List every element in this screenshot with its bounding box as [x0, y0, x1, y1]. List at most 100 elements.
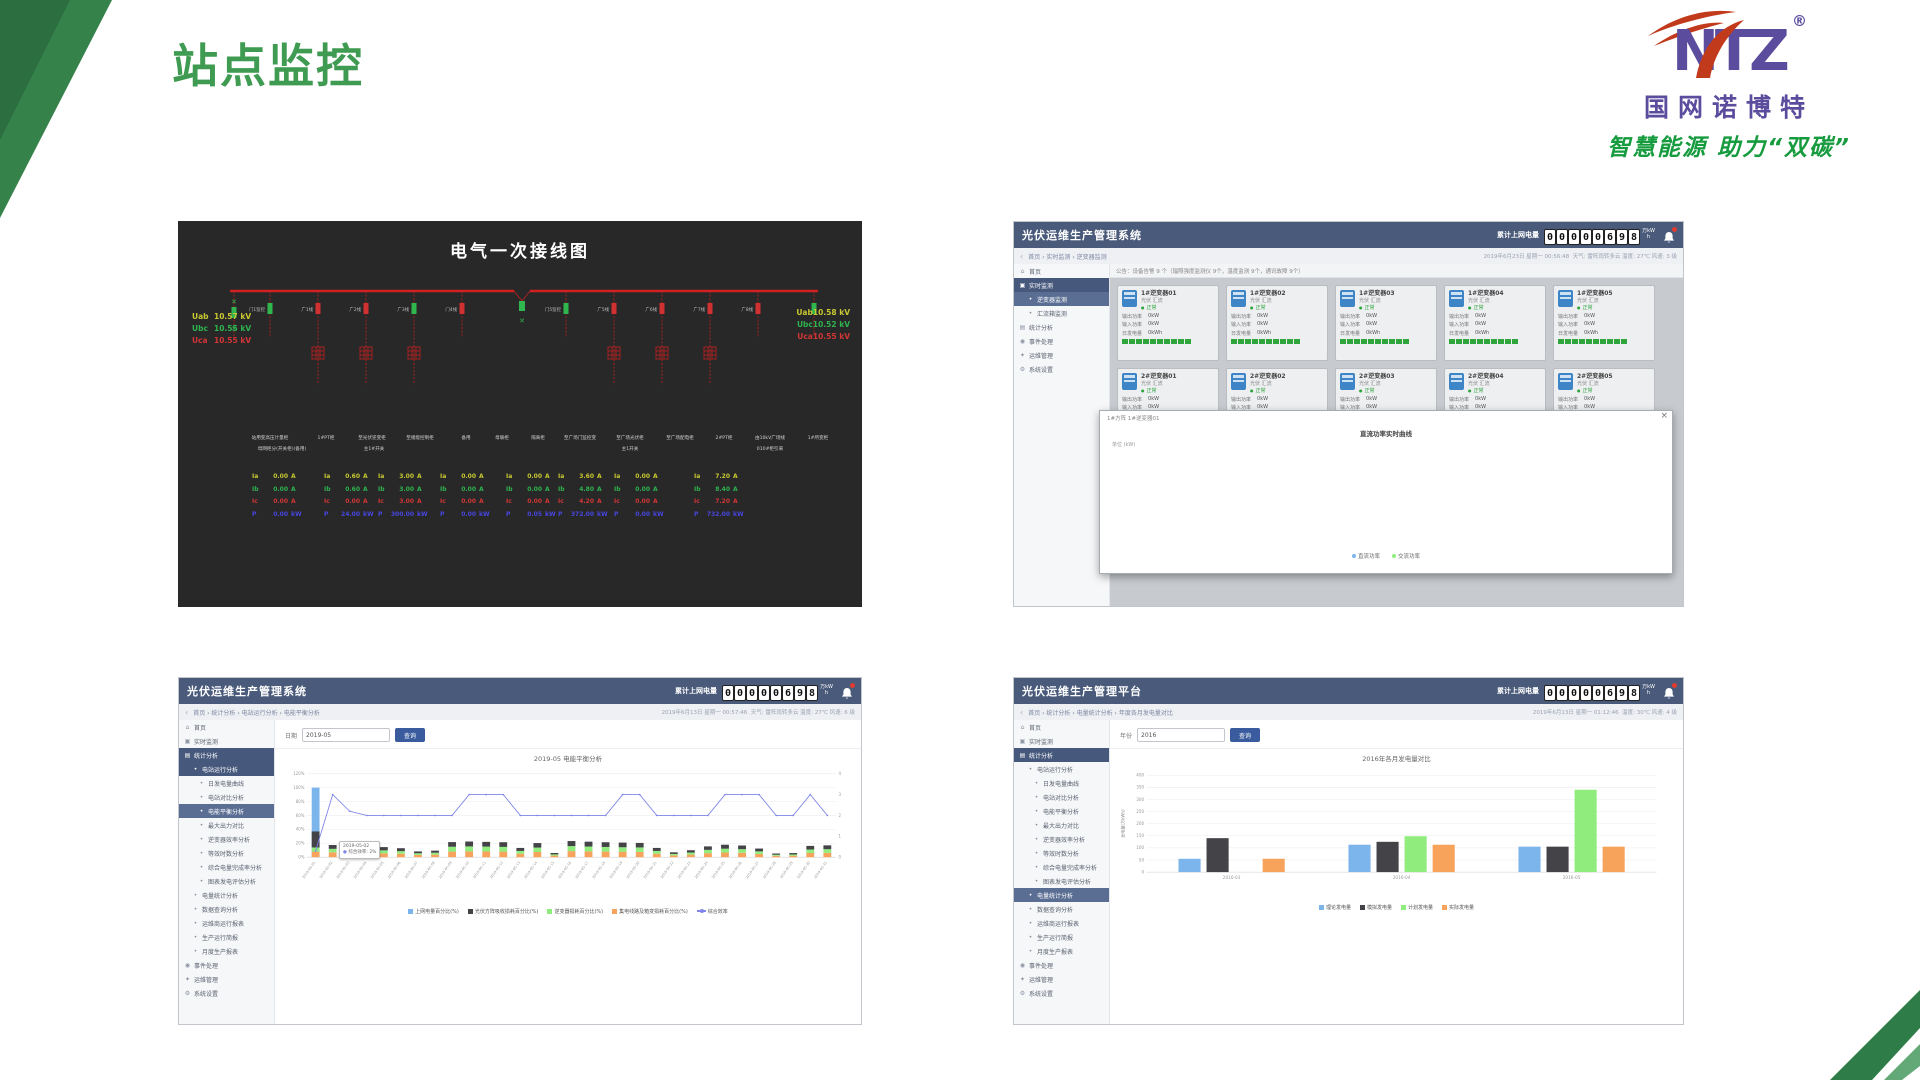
query-button[interactable]: 查询 — [1230, 728, 1261, 742]
legend-item[interactable]: 计划发电量 — [1401, 904, 1433, 911]
svg-text:广8线: 广8线 — [741, 306, 753, 313]
sidebar-item-首页[interactable]: ⌂ 首页 — [1014, 264, 1109, 278]
sidebar-item-系统设置[interactable]: ⚙ 系统设置 — [179, 986, 274, 1000]
sidebar-item-最大出力对比[interactable]: • 最大出力对比 — [1014, 818, 1109, 832]
sidebar-item-电站运行分析[interactable]: • 电站运行分析 — [179, 762, 274, 776]
sidebar-item-实时监测[interactable]: ▣ 实时监测 — [1014, 734, 1109, 748]
sidebar-item-首页[interactable]: ⌂ 首页 — [179, 720, 274, 734]
sidebar-item-日发电量曲线[interactable]: • 日发电量曲线 — [1014, 776, 1109, 790]
sidebar-item-事件处理[interactable]: ◉ 事件处理 — [179, 958, 274, 972]
sidebar-item-label: 运维商运行报表 — [202, 920, 245, 928]
sidebar-item-运维商运行报表[interactable]: • 运维商运行报表 — [1014, 916, 1109, 930]
sidebar-item-综合电量完成率分析[interactable]: • 综合电量完成率分析 — [1014, 860, 1109, 874]
close-icon[interactable]: × — [1660, 411, 1668, 421]
legend-item[interactable]: 模拟发电量 — [1359, 904, 1392, 911]
sidebar-item-label: 电能平衡分析 — [1043, 808, 1080, 816]
card-metric: 输出功率 0kW — [1122, 312, 1160, 320]
sidebar-item-汇流箱监测[interactable]: • 汇流箱监测 — [1014, 306, 1109, 320]
sidebar-item-label: 统计分析 — [194, 752, 219, 760]
year-input[interactable]: 2016 — [1137, 728, 1226, 742]
sidebar-item-运维管理[interactable]: ✦ 运维管理 — [1014, 972, 1109, 986]
sidebar-item-系统设置[interactable]: ⚙ 系统设置 — [1014, 362, 1109, 376]
card-subtitle: 光伏 汇流 — [1468, 298, 1490, 305]
sidebar-item-首页[interactable]: ⌂ 首页 — [1014, 720, 1109, 734]
sidebar-item-label: 运维管理 — [194, 976, 219, 984]
sidebar-item-等效时数分析[interactable]: • 等效时数分析 — [179, 846, 274, 860]
sidebar-item-综合电量完成率分析[interactable]: • 综合电量完成率分析 — [179, 860, 274, 874]
legend-item[interactable]: 理论发电量 — [1318, 904, 1351, 911]
legend-item[interactable]: 实际发电量 — [1442, 904, 1474, 911]
sidebar-collapse-icon[interactable]: ‹ — [185, 707, 189, 717]
sidebar-item-图表发电评估分析[interactable]: • 图表发电评估分析 — [179, 874, 274, 888]
sidebar-item-电能平衡分析[interactable]: • 电能平衡分析 — [179, 804, 274, 818]
sidebar-item-图表发电评估分析[interactable]: • 图表发电评估分析 — [1014, 874, 1109, 888]
sidebar-item-事件处理[interactable]: ◉ 事件处理 — [1014, 334, 1109, 348]
sidebar-collapse-icon[interactable]: ‹ — [1020, 707, 1024, 717]
date-input[interactable]: 2019-05 — [302, 728, 391, 742]
svg-text:60%: 60% — [296, 813, 305, 818]
sidebar-item-生产运行简报[interactable]: • 生产运行简报 — [1014, 930, 1109, 944]
legend-item[interactable]: 集电线路及箱变损耗百分比(%) — [612, 908, 688, 915]
sidebar-item-label: 电能平衡分析 — [208, 808, 245, 816]
legend-item[interactable]: 光伏方阵吸收损耗百分比(%) — [467, 908, 538, 915]
sidebar-item-月度生产报表[interactable]: • 月度生产报表 — [179, 944, 274, 958]
counter-digit: 0 — [1556, 229, 1568, 246]
home-icon: ⌂ — [1020, 723, 1025, 731]
notification-bell-icon[interactable] — [1663, 682, 1677, 699]
legend-item[interactable]: 逆变器损耗百分比(%) — [547, 908, 603, 915]
legend-item[interactable]: 综合效率 — [696, 908, 728, 915]
sidebar-item-数据查询分析[interactable]: • 数据查询分析 — [179, 902, 274, 916]
svg-text:广7线: 广7线 — [693, 306, 705, 313]
sidebar-item-逆变器监测[interactable]: • 逆变器监测 — [1014, 292, 1109, 306]
svg-text:广2线: 广2线 — [349, 306, 361, 313]
card-metric: 输入功率 0kW — [1340, 404, 1378, 412]
breadcrumb[interactable]: 首页 › 统计分析 › 电站运行分析 › 电能平衡分析 — [193, 709, 320, 717]
sidebar-item-电站对比分析[interactable]: • 电站对比分析 — [179, 790, 274, 804]
sidebar-item-统计分析[interactable]: ▤ 统计分析 — [1014, 320, 1109, 334]
sidebar-item-电能平衡分析[interactable]: • 电能平衡分析 — [1014, 804, 1109, 818]
sidebar-item-统计分析[interactable]: ▤ 统计分析 — [179, 748, 274, 762]
sidebar-item-电量统计分析[interactable]: • 电量统计分析 — [179, 888, 274, 902]
card-title: 2#逆变器05 — [1577, 373, 1613, 380]
sidebar-item-事件处理[interactable]: ◉ 事件处理 — [1014, 958, 1109, 972]
year-filter-label: 年份 — [1120, 732, 1133, 740]
sidebar-item-最大出力对比[interactable]: • 最大出力对比 — [179, 818, 274, 832]
sidebar-item-生产运行简报[interactable]: • 生产运行简报 — [179, 930, 274, 944]
svg-text:2019-05-21: 2019-05-21 — [643, 861, 658, 880]
sidebar-item-日发电量曲线[interactable]: • 日发电量曲线 — [179, 776, 274, 790]
svg-text:2016-03: 2016-03 — [1223, 875, 1241, 880]
datetime-text: 2019年6月13日 星期一 00:57:46 — [661, 710, 748, 716]
legend-item[interactable]: 上网电量百分比(%) — [408, 908, 459, 915]
sidebar-item-月度生产报表[interactable]: • 月度生产报表 — [1014, 944, 1109, 958]
sidebar-item-运维管理[interactable]: ✦ 运维管理 — [179, 972, 274, 986]
sidebar-item-等效时数分析[interactable]: • 等效时数分析 — [1014, 846, 1109, 860]
sidebar-item-实时监测[interactable]: ▣ 实时监测 — [1014, 278, 1109, 292]
sidebar-item-实时监测[interactable]: ▣ 实时监测 — [179, 734, 274, 748]
sidebar-collapse-icon[interactable]: ‹ — [1020, 251, 1024, 261]
breadcrumb[interactable]: 首页 › 实时监测 › 逆变器监测 — [1028, 253, 1107, 261]
sidebar-item-系统设置[interactable]: ⚙ 系统设置 — [1014, 986, 1109, 1000]
cabinet-header: 至光伏逆变柜 — [358, 436, 386, 441]
sidebar-item-数据查询分析[interactable]: • 数据查询分析 — [1014, 902, 1109, 916]
sidebar-item-电站运行分析[interactable]: • 电站运行分析 — [1014, 762, 1109, 776]
sidebar-item-逆变器效率分析[interactable]: • 逆变器效率分析 — [1014, 832, 1109, 846]
chart-title: 2019-05 电能平衡分析 — [533, 755, 603, 763]
sidebar-item-逆变器效率分析[interactable]: • 逆变器效率分析 — [179, 832, 274, 846]
sidebar-item-统计分析[interactable]: ▤ 统计分析 — [1014, 748, 1109, 762]
corner-decoration-bottom-right — [1830, 990, 1920, 1080]
sidebar-item-运维管理[interactable]: ✦ 运维管理 — [1014, 348, 1109, 362]
sidebar-item-电量统计分析[interactable]: • 电量统计分析 — [1014, 888, 1109, 902]
query-button[interactable]: 查询 — [395, 728, 426, 742]
notification-bell-icon[interactable] — [1663, 226, 1677, 243]
svg-text:3: 3 — [838, 792, 841, 797]
breadcrumb[interactable]: 首页 › 统计分析 › 电量统计分析 › 年度各月发电量对比 — [1028, 709, 1173, 717]
sidebar-item-运维商运行报表[interactable]: • 运维商运行报表 — [179, 916, 274, 930]
sidebar-item-label: 运维商运行报表 — [1037, 920, 1080, 928]
notification-bell-icon[interactable] — [841, 682, 855, 699]
sidebar-item-电站对比分析[interactable]: • 电站对比分析 — [1014, 790, 1109, 804]
